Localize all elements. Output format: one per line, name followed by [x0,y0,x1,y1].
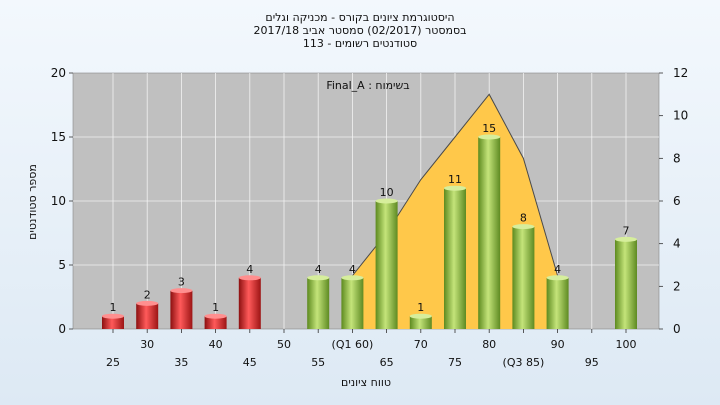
x-tick-label: 35 [174,356,188,369]
y2-tick-label: 10 [673,109,688,123]
bar-body [341,277,364,329]
bar-cap [341,275,364,281]
bar-cap [444,185,466,191]
bar-cap [204,313,227,319]
bar-cap [375,198,398,204]
x-tick-label: 55 [311,356,325,369]
x-tick-label: 100 [616,338,637,351]
title-line-1: היסטוגרמת ציונים בקורס - מכניקה וגלים [265,11,454,24]
x-tick-label: 80 [482,338,496,351]
x-tick-label: (Q3 85) [503,356,545,369]
bar-value-label: 8 [520,212,527,225]
bar-body [170,290,193,329]
bar-value-label: 4 [349,263,356,276]
y2-tick-label: 0 [673,322,681,336]
bar-pass [409,313,432,329]
bar-body [512,226,535,329]
bar-value-label: 2 [144,288,151,301]
title-line-3: סטודנטים רשומים - 113 [303,37,417,50]
annotation-label: בשימוח : Final_A [326,79,409,92]
bar-pass [444,185,466,329]
x-axis: 25 30 35 40 45 50 55 (Q1 60) 65 70 75 80 (Q3 85) 90 95… [106,329,637,369]
grid [73,73,659,329]
bars [102,134,637,329]
bar-cap [409,313,432,319]
bar-cap [615,236,637,242]
bar-pass [478,134,501,329]
bar-body [136,303,159,329]
x-tick-label: 70 [414,338,428,351]
bar-pass [512,224,535,329]
title-line-2: בסמסטר (02/2017) סמסטר אביב 2017/18 [253,24,466,37]
chart-title: היסטוגרמת ציונים בקורס - מכניקה וגלים בס… [253,11,466,50]
bar-cap [170,288,193,294]
y-tick-label: 5 [58,258,66,272]
bar-cap [102,313,124,319]
bar-value-label: 7 [623,224,630,237]
bar-pass [375,198,398,329]
bar-body [307,277,330,329]
x-tick-label: 95 [585,356,599,369]
bar-value-label: 4 [554,263,561,276]
y-tick-label: 15 [51,130,66,144]
bar-fail [204,313,227,329]
bar-value-label: 4 [246,263,253,276]
y-tick-label: 20 [51,66,66,80]
bar-value-label: 1 [110,301,117,314]
y-axis: 0 5 10 15 20 [51,66,73,336]
bar-fail [136,300,159,329]
bar-fail [170,288,193,329]
bar-body [615,239,637,329]
bar-body [444,188,466,329]
x-tick-label: (Q1 60) [332,338,374,351]
bar-body [375,201,398,329]
bar-cap [512,224,535,230]
bar-body [204,316,227,329]
y2-tick-label: 6 [673,194,681,208]
bar-value-label: 11 [448,173,462,186]
bar-pass [615,236,637,329]
bar-cap [238,275,261,281]
bar-cap [478,134,501,140]
bar-cap [307,275,330,281]
bar-fail [238,275,261,329]
x-tick-label: 50 [277,338,291,351]
bar-pass [307,275,330,329]
bar-cap [546,275,569,281]
x-tick-label: 75 [448,356,462,369]
bar-body [102,316,124,329]
x-tick-label: 90 [551,338,565,351]
y2-axis: 0 2 4 6 8 10 12 [659,66,688,336]
bar-fail [102,313,124,329]
bar-body [546,277,569,329]
x-tick-label: 30 [140,338,154,351]
bar-body [478,137,501,329]
bar-body [409,316,432,329]
bar-pass [546,275,569,329]
bar-cap [136,300,159,306]
bar-value-label: 15 [482,122,496,135]
bar-value-label: 10 [380,186,394,199]
y-axis-title: מספר סטודנטים [26,164,39,240]
bar-value-label: 1 [417,301,424,314]
x-tick-label: 40 [209,338,223,351]
y2-tick-label: 12 [673,66,688,80]
bar-pass [341,275,364,329]
bar-value-label: 4 [315,263,322,276]
bar-value-label: 1 [212,301,219,314]
y2-tick-label: 2 [673,279,681,293]
x-tick-label: 65 [380,356,394,369]
y2-tick-label: 4 [673,237,681,251]
y2-tick-label: 8 [673,151,681,165]
y-tick-label: 0 [58,322,66,336]
bar-body [238,277,261,329]
bar-value-label: 3 [178,276,185,289]
y-tick-label: 10 [51,194,66,208]
x-tick-label: 25 [106,356,120,369]
x-tick-label: 45 [243,356,257,369]
x-axis-title: טווח ציונים [341,376,391,389]
